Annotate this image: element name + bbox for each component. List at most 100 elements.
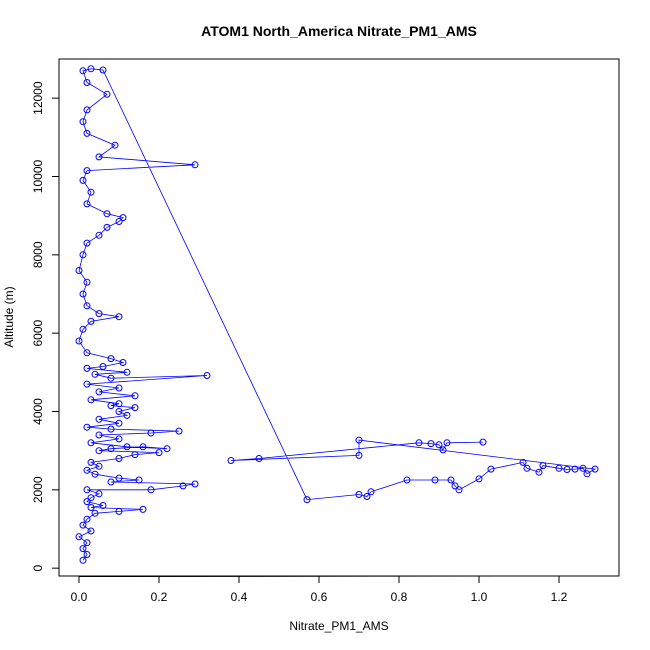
data-point <box>87 494 95 502</box>
y-axis: 0 2000 4000 6000 8000 10000 12000 <box>31 81 60 572</box>
series-line <box>78 68 597 561</box>
data-point <box>115 419 123 427</box>
chart-title: ATOM1 North_America Nitrate_PM1_AMS <box>201 23 477 39</box>
series-lines <box>78 68 597 561</box>
data-point <box>83 239 91 247</box>
data-point <box>83 539 91 547</box>
data-point <box>155 449 163 457</box>
data-point <box>303 496 311 504</box>
data-point <box>115 400 123 408</box>
data-point <box>415 439 423 447</box>
data-point <box>591 465 599 473</box>
data-point <box>443 439 451 447</box>
data-point <box>75 533 83 541</box>
x-tick-label: 0.0 <box>71 590 88 604</box>
data-point <box>579 464 587 472</box>
data-point <box>83 423 91 431</box>
data-point <box>115 384 123 392</box>
y-tick-label: 10000 <box>31 159 45 193</box>
data-point <box>79 521 87 529</box>
y-tick-label: 4000 <box>31 398 45 425</box>
x-axis-label: Nitrate_PM1_AMS <box>289 619 388 633</box>
data-point <box>519 458 527 466</box>
data-point <box>115 435 123 443</box>
data-point <box>83 79 91 86</box>
data-point <box>83 364 91 372</box>
data-point <box>139 443 147 451</box>
data-point <box>131 392 139 400</box>
data-point <box>191 480 199 488</box>
data-point <box>91 470 99 478</box>
data-point <box>83 106 91 114</box>
data-point <box>475 475 483 483</box>
data-point <box>119 359 127 366</box>
x-tick-label: 1.2 <box>551 590 568 604</box>
data-point <box>451 482 459 490</box>
data-point <box>103 90 111 98</box>
data-point <box>439 446 447 454</box>
data-point <box>95 231 103 239</box>
data-point <box>83 515 91 523</box>
data-point <box>403 476 411 484</box>
data-point <box>87 317 95 325</box>
data-point <box>367 488 375 496</box>
data-point <box>535 468 543 476</box>
data-point <box>95 431 103 439</box>
x-tick-label: 0.4 <box>231 590 248 604</box>
data-point <box>87 188 95 196</box>
data-point <box>479 438 487 446</box>
y-axis-label: Altitude (m) <box>2 286 16 347</box>
data-point <box>487 465 495 473</box>
data-point <box>87 396 95 404</box>
data-point <box>115 474 123 482</box>
data-point <box>111 141 119 149</box>
data-point <box>87 439 95 447</box>
x-tick-label: 0.8 <box>391 590 408 604</box>
data-point <box>87 527 95 535</box>
data-point <box>523 464 531 472</box>
data-point <box>147 429 155 437</box>
x-tick-label: 0.2 <box>151 590 168 604</box>
data-point <box>115 408 123 415</box>
data-point <box>355 451 363 459</box>
data-point <box>95 310 103 318</box>
data-point <box>99 363 107 370</box>
data-point <box>135 476 143 484</box>
data-point <box>119 214 127 222</box>
data-point <box>79 290 87 298</box>
data-point <box>123 411 131 419</box>
data-point <box>79 545 87 553</box>
data-point <box>87 458 95 466</box>
data-point <box>115 455 123 462</box>
data-point <box>115 507 123 515</box>
y-tick-label: 8000 <box>31 241 45 268</box>
data-point <box>107 478 115 486</box>
data-point <box>83 380 91 388</box>
data-point <box>83 498 91 506</box>
data-point <box>95 447 103 455</box>
data-point <box>91 509 99 517</box>
y-tick-label: 2000 <box>31 476 45 503</box>
data-point <box>95 153 103 161</box>
data-point <box>147 486 155 494</box>
data-point <box>107 425 115 433</box>
data-point <box>79 556 87 564</box>
data-point <box>435 441 443 449</box>
data-point <box>431 476 439 484</box>
data-point <box>83 302 91 310</box>
data-point <box>99 502 107 509</box>
data-point <box>83 466 91 474</box>
data-point <box>95 388 103 396</box>
data-point <box>355 491 363 498</box>
data-point <box>163 445 171 453</box>
data-point <box>95 490 103 498</box>
data-point <box>83 551 91 558</box>
data-point <box>95 462 103 470</box>
x-tick-label: 1.0 <box>471 590 488 604</box>
data-point <box>571 465 579 473</box>
data-point <box>123 368 131 376</box>
data-point <box>583 470 591 478</box>
data-point <box>139 505 147 513</box>
